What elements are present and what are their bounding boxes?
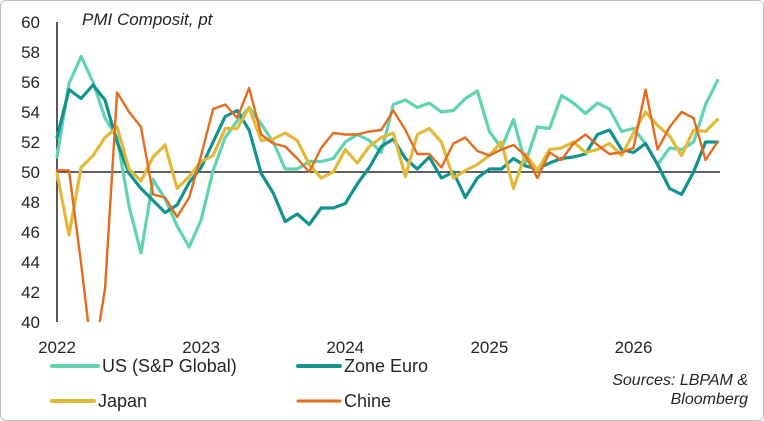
chart-title: PMI Composit, pt xyxy=(82,10,214,29)
source-line-1: Sources: LBPAM & xyxy=(612,372,748,389)
series-lines xyxy=(55,54,720,322)
legend-label-chine: Chine xyxy=(344,391,391,411)
x-tick-label: 2025 xyxy=(470,338,508,357)
legend-label-us: US (S&P Global) xyxy=(102,356,237,376)
legend: US (S&P Global) Zone Euro Japan Chine xyxy=(50,356,428,411)
y-tick-label: 46 xyxy=(21,223,40,242)
y-tick-label: 44 xyxy=(21,253,40,272)
x-axis-ticks: 2022 2023 2024 2025 2026 xyxy=(38,338,652,357)
source-line-2: Bloomberg xyxy=(671,391,748,408)
x-tick-label: 2026 xyxy=(615,338,653,357)
y-tick-label: 50 xyxy=(21,163,40,182)
y-tick-label: 42 xyxy=(21,283,40,302)
y-tick-label: 48 xyxy=(21,193,40,212)
legend-label-zone-euro: Zone Euro xyxy=(344,356,428,376)
series-line-japan xyxy=(55,105,720,237)
y-tick-label: 58 xyxy=(21,43,40,62)
y-tick-label: 40 xyxy=(21,313,40,332)
y-tick-label: 52 xyxy=(21,133,40,152)
x-tick-label: 2023 xyxy=(182,338,220,357)
legend-label-japan: Japan xyxy=(98,391,147,411)
y-tick-label: 54 xyxy=(21,103,40,122)
y-axis-ticks: 40 42 44 46 48 50 52 54 56 58 60 xyxy=(21,13,40,332)
x-tick-label: 2024 xyxy=(326,338,364,357)
series-line-us-s-p-global xyxy=(55,54,720,255)
x-tick-label: 2022 xyxy=(38,338,76,357)
y-tick-label: 56 xyxy=(21,73,40,92)
y-tick-label: 60 xyxy=(21,13,40,32)
series-line-chine xyxy=(55,86,719,322)
series-line-zone-euro xyxy=(55,83,720,227)
